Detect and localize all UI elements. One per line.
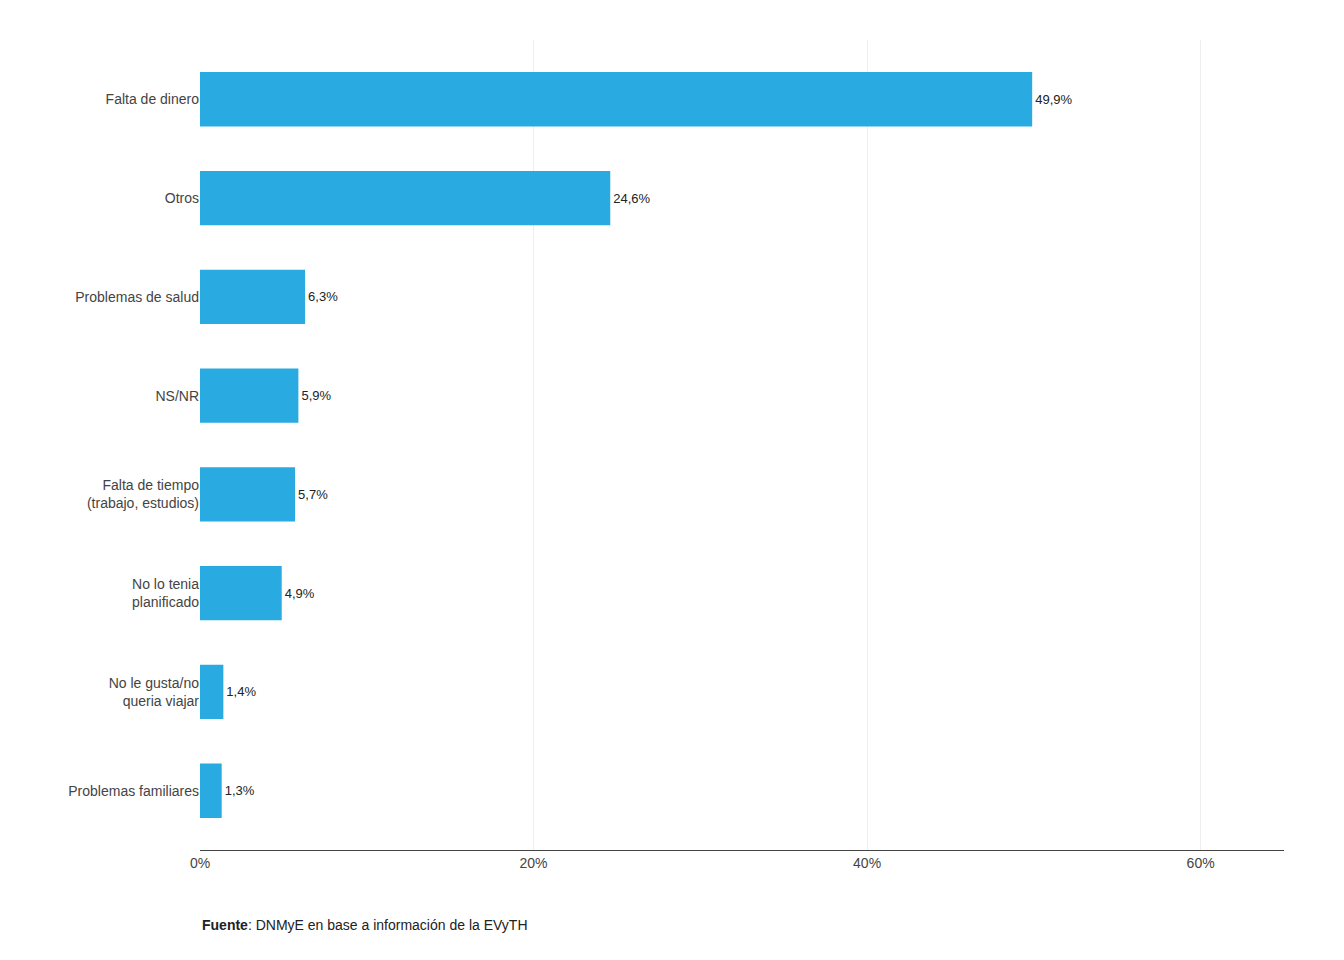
- svg-text:20%: 20%: [520, 855, 548, 871]
- svg-text:40%: 40%: [853, 855, 881, 871]
- svg-text:No lo teniaplanificado: No lo teniaplanificado: [132, 576, 199, 610]
- svg-text:Problemas de salud: Problemas de salud: [75, 289, 199, 305]
- svg-text:5,7%: 5,7%: [298, 487, 328, 502]
- svg-text:Fuente: DNMyE en base a inform: Fuente: DNMyE en base a información de l…: [202, 917, 528, 933]
- svg-text:1,4%: 1,4%: [226, 684, 256, 699]
- svg-text:6,3%: 6,3%: [308, 289, 338, 304]
- svg-text:60%: 60%: [1187, 855, 1215, 871]
- svg-text:Otros: Otros: [165, 190, 199, 206]
- svg-text:Problemas familiares: Problemas familiares: [68, 783, 199, 799]
- svg-text:4,9%: 4,9%: [285, 586, 315, 601]
- svg-text:No le gusta/noqueria viajar: No le gusta/noqueria viajar: [109, 675, 200, 709]
- svg-text:NS/NR: NS/NR: [155, 388, 199, 404]
- svg-text:0%: 0%: [190, 855, 210, 871]
- svg-text:Falta de tiempo(trabajo, estud: Falta de tiempo(trabajo, estudios): [87, 477, 199, 511]
- svg-text:1,3%: 1,3%: [225, 783, 255, 798]
- svg-text:5,9%: 5,9%: [301, 388, 331, 403]
- svg-text:24,6%: 24,6%: [613, 191, 650, 206]
- svg-text:49,9%: 49,9%: [1035, 92, 1072, 107]
- svg-text:Falta de dinero: Falta de dinero: [106, 91, 200, 107]
